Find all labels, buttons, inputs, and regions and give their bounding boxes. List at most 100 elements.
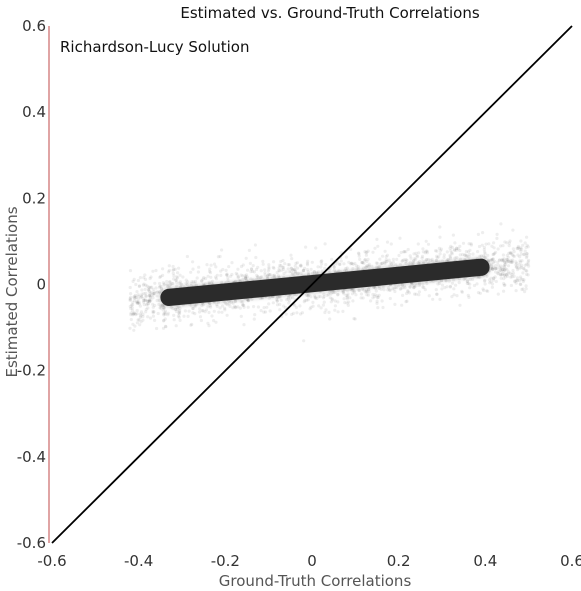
data-point (302, 268, 306, 273)
y-tick-label: 0.6 (22, 17, 46, 35)
data-point (141, 318, 145, 322)
data-point (149, 294, 153, 298)
data-point (466, 293, 470, 297)
data-point (414, 284, 418, 288)
data-point (523, 263, 527, 267)
data-point (521, 279, 525, 284)
data-point (315, 271, 319, 275)
data-point (167, 268, 171, 273)
data-point (330, 297, 334, 301)
data-point (299, 271, 303, 275)
data-point (494, 270, 498, 274)
data-point (438, 252, 442, 256)
data-point (185, 283, 189, 287)
data-point (129, 306, 133, 311)
data-point (219, 269, 223, 273)
data-point (525, 252, 529, 256)
data-point (251, 264, 255, 268)
data-point (448, 253, 452, 257)
data-point (131, 300, 135, 304)
data-point (195, 302, 199, 306)
data-point (375, 301, 379, 305)
data-point (491, 267, 495, 272)
data-point (400, 283, 404, 287)
data-point (182, 314, 186, 318)
data-point (157, 285, 162, 289)
data-point (212, 319, 216, 323)
data-point (422, 285, 426, 290)
data-point (275, 295, 279, 299)
data-point (376, 244, 380, 248)
data-point (203, 310, 207, 314)
data-point (271, 274, 275, 278)
data-point (469, 242, 473, 246)
data-point (131, 322, 135, 326)
data-point (250, 297, 254, 301)
data-point (153, 281, 157, 285)
data-point (168, 283, 173, 287)
data-point (136, 301, 140, 305)
data-point (316, 265, 320, 269)
data-point (389, 262, 393, 266)
data-point (254, 267, 259, 272)
data-point (497, 269, 501, 273)
data-point (378, 257, 382, 261)
data-point (198, 315, 203, 319)
data-point (208, 301, 212, 305)
data-point (393, 289, 397, 294)
data-point (132, 311, 136, 315)
data-point (519, 246, 523, 250)
data-point (493, 259, 497, 264)
data-point (342, 292, 346, 296)
data-point (201, 277, 205, 281)
data-point (162, 312, 166, 316)
data-point (305, 263, 310, 267)
data-point (198, 307, 202, 311)
data-point (158, 306, 162, 310)
data-point (482, 248, 486, 252)
y-tick-label: 0 (36, 276, 46, 294)
data-point (160, 287, 164, 291)
x-tick-label: 0.6 (560, 552, 581, 570)
data-point (305, 268, 310, 272)
data-point (193, 281, 197, 285)
data-point (146, 315, 150, 319)
data-point (143, 298, 147, 302)
data-point (345, 297, 349, 301)
data-point (255, 277, 259, 281)
data-point (494, 250, 498, 254)
data-point (144, 310, 148, 314)
data-point (261, 259, 265, 263)
data-point (514, 281, 518, 285)
data-point (337, 269, 341, 273)
data-point (477, 275, 481, 279)
data-point (157, 302, 161, 307)
data-point (444, 279, 448, 283)
data-point (165, 283, 169, 287)
data-point (303, 266, 307, 270)
data-point (181, 275, 185, 279)
data-point (276, 295, 280, 300)
data-point (367, 290, 371, 294)
data-point (235, 273, 239, 277)
data-point (377, 293, 381, 297)
data-point (481, 231, 485, 235)
data-point (456, 247, 460, 251)
data-point (491, 260, 495, 264)
data-point (306, 294, 310, 298)
data-point (155, 290, 159, 294)
data-point (515, 246, 519, 251)
data-point (416, 255, 420, 259)
data-point (498, 272, 502, 277)
data-point (400, 283, 404, 287)
data-point (381, 305, 385, 310)
data-point (413, 257, 417, 261)
data-point (210, 314, 214, 318)
data-point (449, 244, 453, 248)
data-point (293, 270, 297, 274)
data-point (252, 270, 256, 274)
data-point (227, 265, 231, 269)
data-point (388, 264, 392, 268)
data-point (453, 256, 457, 260)
data-point (354, 264, 359, 268)
